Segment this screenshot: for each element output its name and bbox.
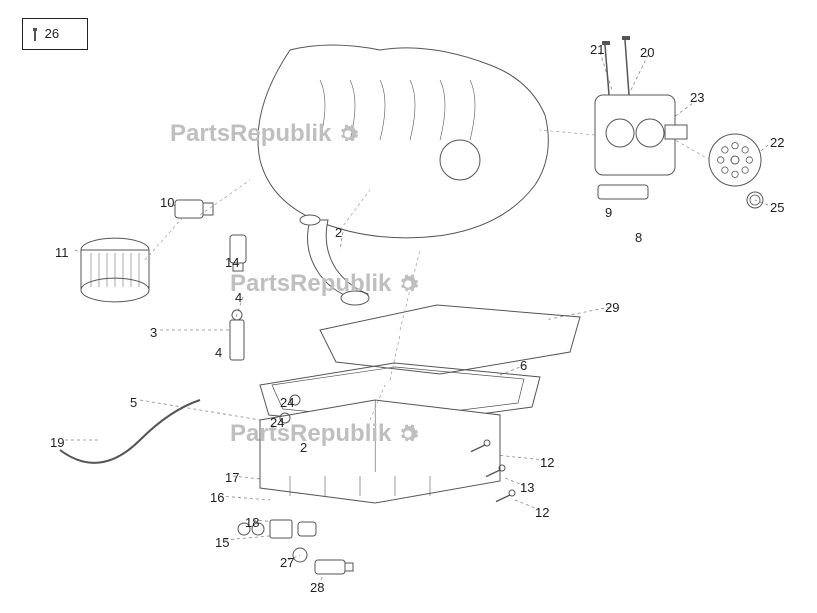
callout-4: 4 xyxy=(235,290,242,305)
callout-3: 3 xyxy=(150,325,157,340)
callout-17: 17 xyxy=(225,470,239,485)
callout-23: 23 xyxy=(690,90,704,105)
callout-28: 28 xyxy=(310,580,324,595)
callout-13: 13 xyxy=(520,480,534,495)
callout-box-number: 26 xyxy=(45,26,59,41)
callout-2: 2 xyxy=(335,225,342,240)
callout-22: 22 xyxy=(770,135,784,150)
callout-20: 20 xyxy=(640,45,654,60)
callout-18: 18 xyxy=(245,515,259,530)
callout-25: 25 xyxy=(770,200,784,215)
callout-12: 12 xyxy=(540,455,554,470)
callout-24: 24 xyxy=(270,415,284,430)
callout-5: 5 xyxy=(130,395,137,410)
callout-9: 9 xyxy=(605,205,612,220)
callout-2: 2 xyxy=(300,440,307,455)
callout-27: 27 xyxy=(280,555,294,570)
callout-box-26: 26 xyxy=(22,18,88,50)
callout-29: 29 xyxy=(605,300,619,315)
screw-icon xyxy=(29,28,41,42)
callout-16: 16 xyxy=(210,490,224,505)
callout-4: 4 xyxy=(215,345,222,360)
callout-12: 12 xyxy=(535,505,549,520)
callout-24: 24 xyxy=(280,395,294,410)
callout-11: 11 xyxy=(55,245,69,260)
callout-19: 19 xyxy=(50,435,64,450)
callout-14: 14 xyxy=(225,255,239,270)
callout-10: 10 xyxy=(160,195,174,210)
callout-15: 15 xyxy=(215,535,229,550)
callout-6: 6 xyxy=(520,358,527,373)
callout-8: 8 xyxy=(635,230,642,245)
callout-21: 21 xyxy=(590,42,604,57)
